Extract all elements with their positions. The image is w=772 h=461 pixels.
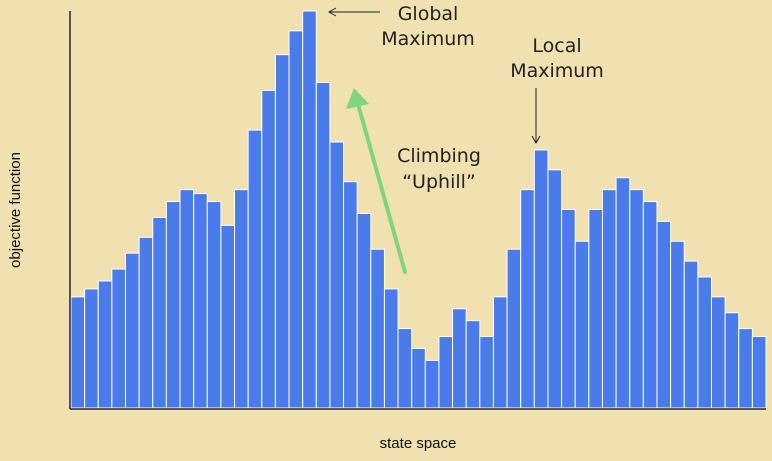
bar-5 <box>138 236 154 409</box>
global-maximum-arrow-icon <box>327 7 380 17</box>
bar-20 <box>343 181 358 409</box>
bar-9 <box>193 193 208 409</box>
bar-39 <box>601 189 617 409</box>
bar-49 <box>738 328 753 409</box>
local-maximum-label-line2: Maximum <box>510 60 604 82</box>
bar-0 <box>70 296 86 409</box>
global-maximum-label-line2: Maximum <box>381 28 475 50</box>
bar-4 <box>125 252 140 409</box>
bar-22 <box>370 248 385 409</box>
bar-8 <box>179 189 195 409</box>
bar-33 <box>520 189 535 409</box>
bar-1 <box>84 288 99 409</box>
bar-44 <box>670 240 685 409</box>
bar-50 <box>751 336 767 409</box>
local-maximum-arrow-icon <box>531 88 541 145</box>
bars-group <box>70 10 767 409</box>
climbing-label-line2: “Uphill” <box>402 171 476 193</box>
bar-43 <box>656 220 672 409</box>
climbing-label-line1: Climbing <box>397 145 481 167</box>
bar-46 <box>697 276 712 409</box>
global-maximum-label-line1: Global <box>398 3 459 25</box>
bar-35 <box>547 169 563 409</box>
bar-48 <box>724 312 740 409</box>
bar-41 <box>629 189 644 409</box>
bar-40 <box>615 177 631 409</box>
bar-11 <box>220 224 236 409</box>
bar-6 <box>152 216 167 409</box>
bar-47 <box>710 296 726 409</box>
bar-16 <box>288 30 304 409</box>
bar-17 <box>302 10 317 409</box>
bar-42 <box>642 201 658 409</box>
bar-3 <box>111 268 127 409</box>
bar-37 <box>574 240 590 409</box>
bar-19 <box>329 141 345 409</box>
bar-12 <box>234 189 249 409</box>
bar-34 <box>533 149 549 409</box>
bar-45 <box>683 260 699 409</box>
bar-15 <box>274 54 290 409</box>
uphill-arrow-icon <box>346 88 407 274</box>
bar-23 <box>383 288 399 409</box>
bar-29 <box>465 320 481 409</box>
bar-28 <box>452 308 467 409</box>
bar-26 <box>424 359 440 409</box>
bar-32 <box>506 248 522 409</box>
bar-38 <box>588 209 603 409</box>
bar-7 <box>165 201 181 409</box>
bar-21 <box>356 212 372 409</box>
bar-14 <box>261 89 276 409</box>
local-maximum-label-line1: Local <box>532 35 581 57</box>
bar-2 <box>97 280 113 409</box>
bar-31 <box>492 296 508 409</box>
bar-18 <box>315 81 331 409</box>
bar-24 <box>397 328 413 409</box>
bar-30 <box>479 336 494 409</box>
bar-25 <box>411 347 426 409</box>
x-axis-label: state space <box>380 435 457 452</box>
bar-13 <box>247 129 263 409</box>
y-axis-label: objective function <box>7 152 24 268</box>
bar-36 <box>561 209 576 409</box>
bar-27 <box>438 336 454 409</box>
bar-10 <box>206 201 222 409</box>
